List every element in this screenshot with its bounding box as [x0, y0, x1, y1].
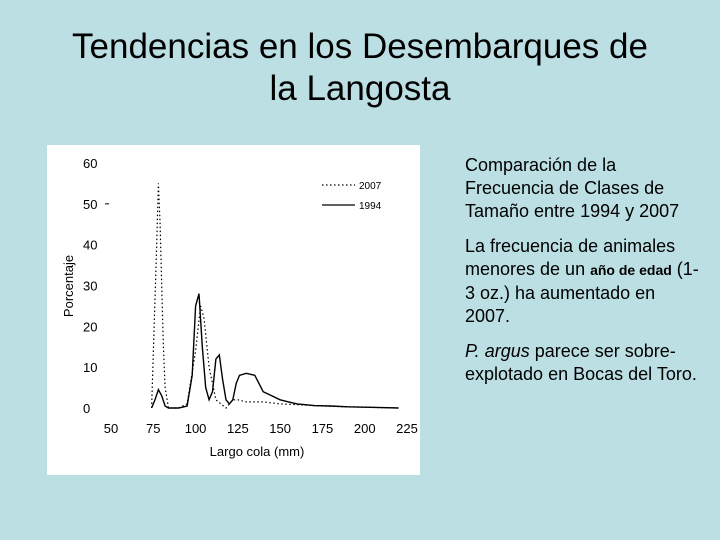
juvenile-text-bold: año de edad [590, 262, 672, 278]
x-tick-label-150: 150 [269, 421, 291, 436]
legend-label-1994: 1994 [359, 201, 382, 212]
x-tick-label-200: 200 [354, 421, 376, 436]
juvenile-text-start: La frecuencia de animales menores de un [465, 236, 676, 279]
x-tick-label-100: 100 [185, 421, 207, 436]
y-tick-label-0: 0 [83, 401, 90, 416]
y-tick-label-40: 40 [83, 238, 97, 253]
x-axis-label: Largo cola (mm) [210, 444, 305, 459]
y-tick-label-60: 60 [83, 156, 97, 171]
x-tick-label-175: 175 [312, 421, 334, 436]
overexploitation-paragraph: P. argus parece ser sobre-explotado en B… [465, 340, 705, 386]
overexploitation-text: parece ser sobre-explotado en Bocas del … [465, 341, 697, 384]
slide-title-line2: la Langosta [269, 69, 451, 108]
legend-label-2007: 2007 [359, 181, 382, 192]
y-tick-label-50: 50 [83, 197, 97, 212]
y-tick-label-20: 20 [83, 319, 97, 334]
x-tick-label-75: 75 [146, 421, 160, 436]
x-tick-label-125: 125 [227, 421, 249, 436]
slide-title-line1: Tendencias en los Desembarques de [72, 27, 648, 66]
description-column: Comparación de la Frecuencia de Clases d… [465, 154, 705, 398]
y-tick-label-10: 10 [83, 360, 97, 375]
x-tick-label-225: 225 [396, 421, 418, 436]
x-tick-label-50: 50 [104, 421, 118, 436]
series-line-1994 [150, 293, 399, 409]
y-tick-label-30: 30 [83, 279, 97, 294]
size-frequency-chart: 0 10 20 30 40 50 60 50 75 100 125 150 175 200 225 Largo… [47, 145, 420, 475]
juvenile-paragraph: La frecuencia de animales menores de un … [465, 235, 705, 328]
juvenile-text-end: (1-3 oz.) ha aumentado en 2007. [465, 259, 699, 326]
species-name: P. argus [465, 341, 530, 361]
y-axis-label: Porcentaje [61, 255, 76, 317]
chart-svg: 0 10 20 30 40 50 60 50 75 100 125 150 175 200 225 Largo… [61, 156, 418, 459]
series-line-2007 [151, 183, 399, 409]
slide-title: Tendencias en los Desembarques de la Lan… [20, 26, 700, 110]
comparison-paragraph: Comparación de la Frecuencia de Clases d… [465, 155, 680, 221]
